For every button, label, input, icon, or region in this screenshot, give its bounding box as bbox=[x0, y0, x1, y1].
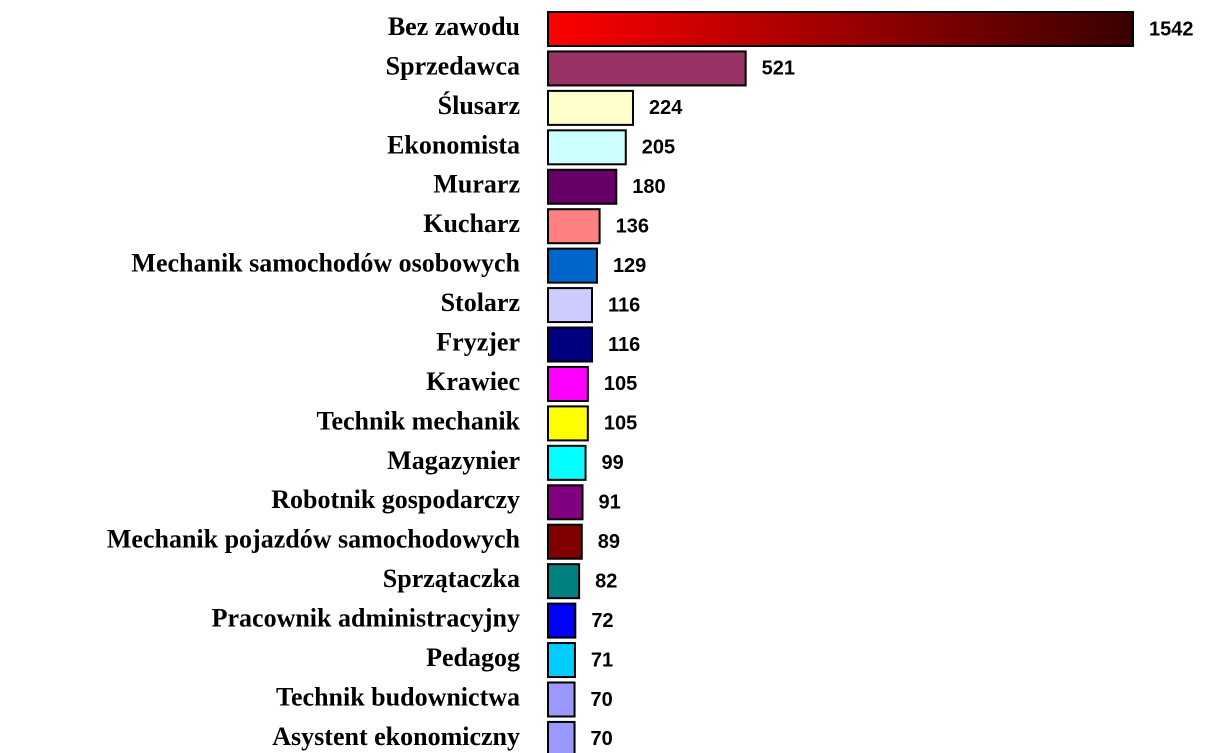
bar bbox=[547, 720, 576, 753]
value-label: 521 bbox=[762, 58, 795, 80]
value-label: 1542 bbox=[1149, 18, 1194, 40]
value-label: 72 bbox=[591, 610, 613, 632]
value-label: 70 bbox=[591, 689, 613, 711]
bar bbox=[547, 602, 577, 639]
category-label: Asystent ekonomiczny bbox=[272, 722, 520, 751]
bar bbox=[547, 287, 594, 324]
value-label: 180 bbox=[632, 176, 665, 198]
bar bbox=[547, 50, 747, 87]
category-label: Pedagog bbox=[426, 643, 520, 672]
bar bbox=[547, 563, 581, 600]
category-label: Kucharz bbox=[423, 209, 520, 238]
category-label: Sprzątaczka bbox=[383, 564, 520, 593]
category-label: Stolarz bbox=[441, 288, 520, 317]
value-label: 116 bbox=[608, 294, 640, 316]
bar bbox=[547, 208, 601, 245]
value-label: 136 bbox=[616, 215, 649, 237]
bar bbox=[547, 89, 634, 126]
category-label: Pracownik administracyjny bbox=[212, 604, 520, 633]
category-label: Krawiec bbox=[426, 367, 520, 396]
bar bbox=[547, 129, 627, 166]
value-label: 205 bbox=[642, 137, 675, 159]
value-label: 224 bbox=[649, 97, 683, 119]
bar bbox=[547, 523, 583, 560]
bar bbox=[547, 484, 584, 521]
bar bbox=[547, 247, 598, 284]
category-label: Sprzedawca bbox=[386, 51, 520, 80]
value-label: 82 bbox=[595, 570, 617, 592]
category-label: Robotnik gospodarczy bbox=[271, 485, 520, 514]
bar bbox=[547, 326, 594, 363]
value-label: 99 bbox=[602, 452, 624, 474]
value-label: 105 bbox=[604, 413, 637, 435]
category-label: Fryzjer bbox=[436, 327, 520, 356]
category-label: Technik mechanik bbox=[317, 406, 521, 435]
value-label: 70 bbox=[591, 728, 613, 750]
value-label: 71 bbox=[591, 649, 613, 671]
category-label: Bez zawodu bbox=[388, 12, 520, 41]
value-label: 91 bbox=[599, 492, 621, 514]
value-label: 105 bbox=[604, 373, 637, 395]
category-label: Mechanik samochodów osobowych bbox=[131, 249, 520, 278]
category-label: Magazynier bbox=[387, 446, 520, 475]
bar bbox=[547, 444, 587, 481]
bar bbox=[547, 405, 589, 442]
bar bbox=[547, 642, 576, 679]
value-label: 129 bbox=[613, 255, 646, 277]
value-label: 89 bbox=[598, 531, 620, 553]
category-label: Ślusarz bbox=[438, 91, 520, 120]
category-label: Ekonomista bbox=[387, 130, 520, 159]
value-label: 116 bbox=[608, 334, 640, 356]
bar bbox=[547, 365, 589, 402]
bar bbox=[547, 11, 1134, 47]
category-label: Murarz bbox=[433, 170, 520, 199]
category-label: Mechanik pojazdów samochodowych bbox=[107, 525, 521, 554]
bar bbox=[547, 168, 618, 205]
bar bbox=[547, 681, 576, 718]
category-label: Technik budownictwa bbox=[276, 682, 520, 711]
